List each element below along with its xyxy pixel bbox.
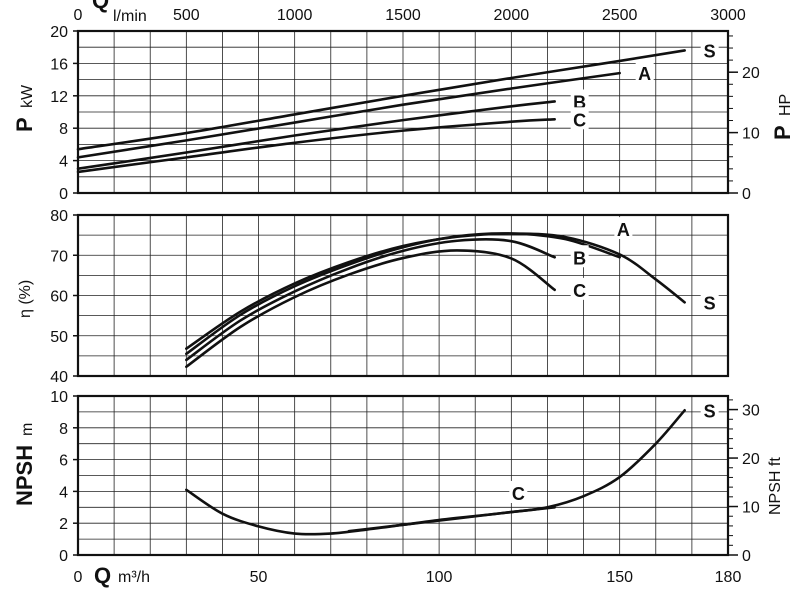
efficiency-grid: [78, 215, 728, 376]
npsh-ytick-label: 4: [59, 484, 68, 501]
efficiency-panel: 40 50 60 70 80 S A BC: [50, 208, 730, 386]
npsh-label-bg-s: [700, 398, 719, 421]
efficiency-label-bg-a: [614, 217, 633, 240]
npsh-xtick-label: 50: [250, 569, 268, 586]
top-axis-tick-label: 1000: [277, 7, 313, 24]
power-label-a: A: [638, 64, 651, 84]
npsh-curve-c: [347, 506, 556, 533]
efficiency-ytick-label: 70: [50, 248, 68, 265]
top-axis-q-label: Q: [92, 0, 109, 13]
efficiency-curve-a: [185, 232, 621, 356]
npsh-ytick-label: 2: [59, 516, 68, 533]
power-label-c: C: [573, 110, 586, 130]
npsh-grid: [78, 396, 728, 555]
power-yrtick-label: 10: [742, 126, 760, 143]
top-axis-tick-label: 500: [173, 7, 200, 24]
npsh-yrtick-label: 30: [742, 403, 760, 420]
npsh-axis-unit: m: [19, 423, 36, 436]
top-axis-tick-label: 2500: [602, 7, 638, 24]
top-axis-unit: l/min: [113, 8, 147, 25]
power-yrtick-label: 0: [742, 186, 751, 203]
npsh-ytick-label: 10: [50, 389, 68, 406]
npsh-ytick-label: 8: [59, 421, 68, 438]
power-label-bg-c: [570, 107, 589, 130]
npsh-curve-s: [185, 409, 686, 536]
power-curve-c: [76, 117, 556, 174]
top-axis-tick-label: 1500: [385, 7, 421, 24]
power-label-s: S: [704, 41, 716, 61]
power-yrtick-label: 20: [742, 65, 760, 82]
power-ytick-label: 16: [50, 56, 68, 73]
efficiency-label-s: S: [704, 293, 716, 313]
npsh-ytick-label: 6: [59, 453, 68, 470]
efficiency-curve-c: [185, 249, 556, 369]
efficiency-ytick-label: 80: [50, 208, 68, 225]
power-label-bg-b: [570, 89, 589, 112]
p-axis-label: P: [12, 117, 37, 132]
npsh-label-s: S: [704, 401, 716, 421]
npsh-xtick-label: 150: [606, 569, 633, 586]
power-curve-a: [76, 71, 621, 159]
efficiency-ytick-label: 60: [50, 289, 68, 306]
power-panel: 0 4 8 12 16 20 0 10 20 0 500 1000 1500 2000 2500 3000 S A…: [50, 7, 760, 203]
eta-axis-label: η (%): [17, 280, 34, 318]
q-axis-unit: m³/h: [118, 569, 150, 586]
efficiency-label-c: C: [573, 281, 586, 301]
npsh-ft-axis-label: NPSH ft: [767, 457, 784, 515]
power-ytick-label: 20: [50, 24, 68, 41]
efficiency-label-bg-c: [570, 277, 589, 300]
top-axis-tick-label: 0: [74, 7, 83, 24]
p-axis-unit: kW: [19, 84, 36, 108]
power-ytick-label: 8: [59, 121, 68, 138]
npsh-axis-label: NPSH: [12, 445, 37, 506]
npsh-label-c: C: [512, 484, 525, 504]
top-axis-tick-label: 2000: [494, 7, 530, 24]
power-curve-s: [76, 49, 686, 151]
efficiency-label-bg-s: [700, 290, 719, 313]
efficiency-curve-b: [185, 238, 556, 362]
npsh-xtick-label: 0: [74, 569, 83, 586]
power-frame: [76, 29, 730, 195]
npsh-label-bg-c: [509, 480, 528, 503]
q-axis-label: Q: [94, 563, 111, 588]
npsh-ytick-label: 0: [59, 548, 68, 565]
efficiency-ytick-label: 50: [50, 329, 68, 346]
npsh-yrtick-label: 20: [742, 451, 760, 468]
npsh-yrtick-label: 0: [742, 548, 751, 565]
efficiency-label-a: A: [617, 220, 630, 240]
p-hp-axis-label: P: [770, 125, 795, 140]
top-axis-tick-label: 3000: [710, 7, 746, 24]
npsh-yrtick-label: 10: [742, 500, 760, 517]
axis-labels: Q l/min P kW P HP η (%) NPSH m NPSH ft Q…: [12, 0, 795, 588]
npsh-xtick-label: 100: [426, 569, 453, 586]
power-ytick-label: 12: [50, 89, 68, 106]
power-ytick-label: 0: [59, 186, 68, 203]
efficiency-label-bg-b: [570, 245, 589, 268]
npsh-xtick-label: 180: [715, 569, 742, 586]
power-grid: [78, 31, 728, 193]
efficiency-ytick-label: 40: [50, 369, 68, 386]
npsh-frame: [76, 394, 730, 557]
p-hp-axis-unit: HP: [777, 94, 794, 116]
power-label-bg-a: [635, 61, 654, 84]
power-curve-b: [76, 100, 556, 170]
power-ytick-label: 4: [59, 154, 68, 171]
power-label-bg-s: [700, 38, 719, 61]
efficiency-label-b: B: [573, 248, 586, 268]
